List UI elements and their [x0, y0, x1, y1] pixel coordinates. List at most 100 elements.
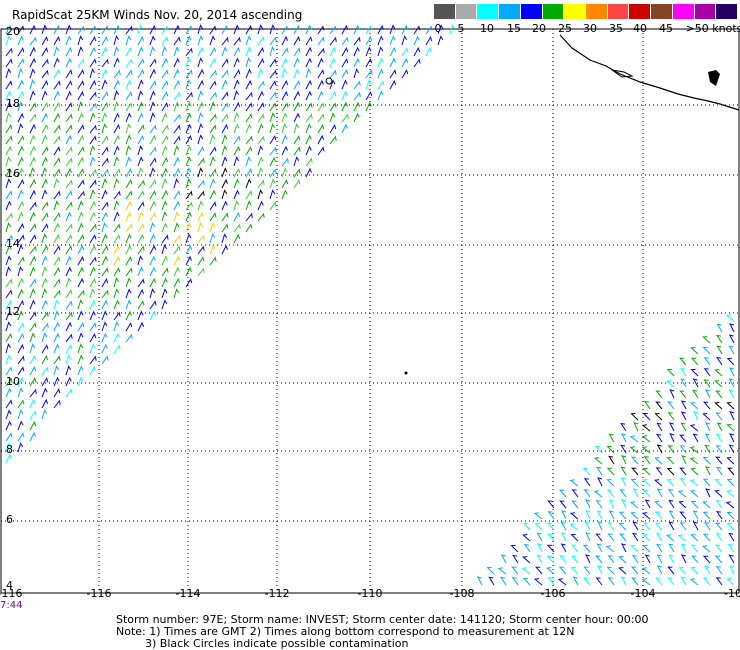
wind-barb: [89, 211, 96, 222]
wind-barb: [690, 357, 699, 366]
wind-barb: [125, 156, 132, 167]
wind-barb: [608, 433, 615, 443]
wind-barb: [29, 278, 37, 288]
wind-barb: [690, 534, 699, 542]
wind-barb: [89, 124, 97, 134]
wind-barb: [209, 256, 217, 266]
legend-swatch: [564, 4, 586, 19]
wind-barb: [77, 190, 85, 200]
wind-barb: [89, 200, 96, 211]
wind-barb: [606, 467, 615, 476]
wind-barb: [173, 178, 180, 189]
wind-barb: [125, 25, 133, 35]
wind-barb: [149, 134, 157, 145]
wind-barb: [77, 90, 85, 101]
wind-barb: [77, 35, 84, 46]
wind-barb: [221, 156, 228, 167]
wind-barb: [113, 344, 121, 354]
wind-barb: [173, 167, 181, 178]
wind-barb: [680, 554, 687, 564]
wind-barb: [209, 80, 217, 90]
wind-barb: [29, 234, 37, 244]
wind-barb: [41, 322, 49, 332]
wind-barb: [17, 244, 24, 255]
wind-barb: [690, 368, 699, 377]
wind-barb: [77, 179, 85, 189]
wind-barb: [656, 543, 663, 553]
wind-barb: [197, 167, 204, 178]
wind-barb: [689, 578, 699, 586]
wind-barb: [137, 145, 144, 156]
wind-barb: [377, 46, 384, 57]
wind-barb: [65, 300, 73, 310]
wind-barb: [607, 533, 615, 542]
wind-barb: [89, 179, 97, 189]
wind-barb: [726, 490, 735, 498]
wind-barb: [197, 211, 204, 222]
wind-barb: [704, 565, 711, 575]
wind-barb: [125, 310, 132, 321]
wind-barb: [161, 102, 169, 112]
wind-barb: [89, 168, 97, 178]
wind-barb: [245, 168, 253, 178]
wind-barb: [29, 189, 36, 200]
wind-barb: [77, 112, 84, 123]
wind-barb: [209, 178, 216, 189]
wind-barb: [137, 278, 145, 288]
wind-barb: [161, 25, 169, 35]
wind-barb: [173, 68, 180, 79]
wind-barb: [728, 532, 735, 542]
wind-barb: [221, 189, 228, 200]
wind-barb: [29, 354, 37, 365]
wind-barb: [173, 156, 180, 167]
wind-barb: [341, 24, 349, 35]
wind-barb: [233, 167, 241, 178]
wind-barb: [690, 347, 699, 355]
wind-barb: [29, 68, 36, 79]
wind-barb: [53, 90, 60, 101]
wind-barb: [41, 266, 48, 277]
wind-barb: [571, 544, 579, 553]
wind-barb: [389, 24, 396, 35]
wind-barb: [5, 377, 13, 387]
wind-barb: [643, 522, 651, 531]
wind-barb: [17, 343, 25, 354]
notes-block: Storm number: 97E; Storm name: INVEST; S…: [116, 614, 649, 650]
wind-barb: [269, 69, 277, 79]
wind-barb: [29, 102, 37, 112]
wind-barb: [257, 212, 265, 222]
wind-barb: [269, 168, 277, 178]
wind-barb: [197, 24, 204, 35]
wind-barb: [65, 266, 72, 277]
wind-barb: [65, 245, 73, 255]
wind-barb: [668, 510, 675, 520]
wind-barb: [341, 113, 349, 123]
wind-barb: [77, 376, 84, 387]
wind-barb: [17, 376, 24, 387]
legend-swatch: [716, 4, 738, 19]
wind-barb: [726, 478, 735, 487]
wind-barb: [365, 91, 373, 101]
wind-barb: [561, 510, 567, 520]
wind-barb: [53, 376, 60, 387]
wind-barb: [305, 167, 312, 178]
wind-barb: [173, 101, 180, 112]
wind-barb: [29, 245, 37, 255]
wind-barb: [690, 566, 699, 575]
wind-barb: [77, 124, 85, 134]
latitude-label: 6: [6, 513, 13, 526]
wind-barb: [245, 135, 253, 145]
wind-barb: [221, 91, 229, 101]
wind-barb: [161, 267, 169, 277]
wind-barb: [726, 402, 735, 410]
wind-barb: [714, 369, 723, 377]
wind-barb: [317, 134, 325, 145]
wind-barb: [257, 24, 264, 35]
wind-barb: [29, 343, 36, 354]
legend-swatch: [434, 4, 456, 19]
wind-barb: [53, 233, 61, 244]
wind-barb: [29, 332, 36, 343]
wind-barb: [173, 79, 181, 90]
wind-barb: [125, 267, 133, 277]
wind-barb: [669, 389, 675, 399]
